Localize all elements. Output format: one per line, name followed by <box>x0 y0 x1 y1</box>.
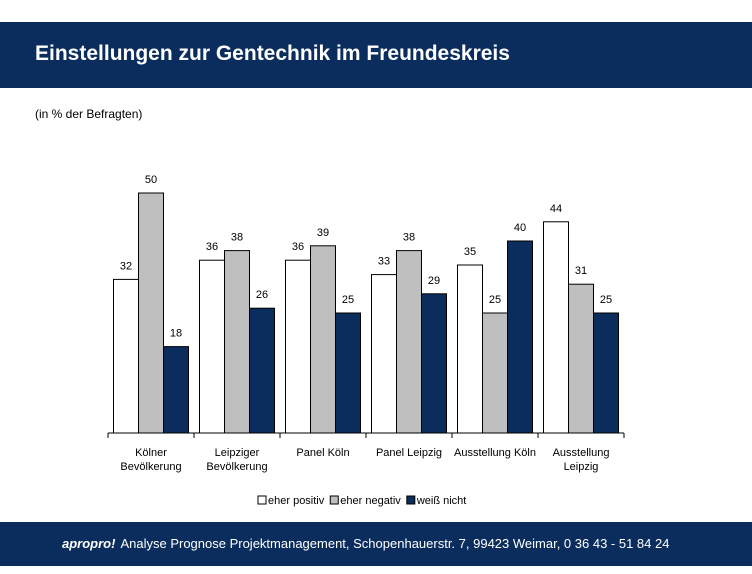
bar <box>593 312 619 434</box>
legend-label: eher positiv <box>268 495 325 507</box>
value-label: 26 <box>256 289 268 301</box>
title: Einstellungen zur Gentechnik im Freundes… <box>35 42 510 65</box>
bar <box>310 245 336 434</box>
bar <box>138 192 164 434</box>
value-label: 50 <box>145 174 157 186</box>
legend-label: eher negativ <box>340 495 401 507</box>
subtitle: (in % der Befragten) <box>35 107 143 121</box>
x-tick-label: Leipziger Bevölkerung <box>206 447 268 473</box>
value-label: 25 <box>342 294 354 306</box>
x-tick-label: Kölner Bevölkerung <box>120 447 182 473</box>
bar <box>113 278 139 434</box>
bar <box>199 259 225 434</box>
footer: apropro! Analyse Prognose Projektmanageme… <box>0 522 752 566</box>
value-label: 25 <box>600 294 612 306</box>
bar <box>335 312 361 434</box>
bar <box>396 250 422 434</box>
bar <box>543 221 569 434</box>
value-label: 25 <box>489 294 501 306</box>
value-label: 44 <box>550 203 562 215</box>
legend-swatch <box>257 495 267 505</box>
bar <box>285 259 311 434</box>
value-label: 36 <box>292 241 304 253</box>
brand: apropro! <box>62 536 116 551</box>
bar <box>421 293 447 434</box>
bar <box>224 250 250 434</box>
bar <box>163 346 189 434</box>
value-label: 38 <box>231 232 243 244</box>
bar <box>507 240 533 434</box>
legend-swatch <box>329 495 339 505</box>
value-label: 33 <box>378 256 390 268</box>
value-label: 29 <box>428 275 440 287</box>
bar <box>482 312 508 434</box>
x-tick-label: Panel Köln <box>296 447 350 459</box>
value-label: 31 <box>575 265 587 277</box>
footer-text: Analyse Prognose Projektmanagement, Scho… <box>120 536 670 551</box>
value-label: 35 <box>464 246 476 258</box>
bar <box>457 264 483 434</box>
legend-swatch <box>406 495 416 505</box>
value-label: 36 <box>206 241 218 253</box>
x-tick-label: Panel Leipzig <box>375 447 443 459</box>
x-tick-label: Ausstellung Leipzig <box>552 447 610 473</box>
bar <box>568 283 594 434</box>
value-label: 38 <box>403 232 415 244</box>
bar <box>249 307 275 434</box>
legend-label: weiß nicht <box>416 495 467 507</box>
value-label: 40 <box>514 222 526 234</box>
value-label: 39 <box>317 227 329 239</box>
value-label: 32 <box>120 260 132 272</box>
value-label: 18 <box>170 328 182 340</box>
bar <box>371 274 397 434</box>
x-tick-label: Ausstellung Köln <box>454 447 536 459</box>
header: Einstellungen zur Gentechnik im Freundes… <box>0 22 752 88</box>
